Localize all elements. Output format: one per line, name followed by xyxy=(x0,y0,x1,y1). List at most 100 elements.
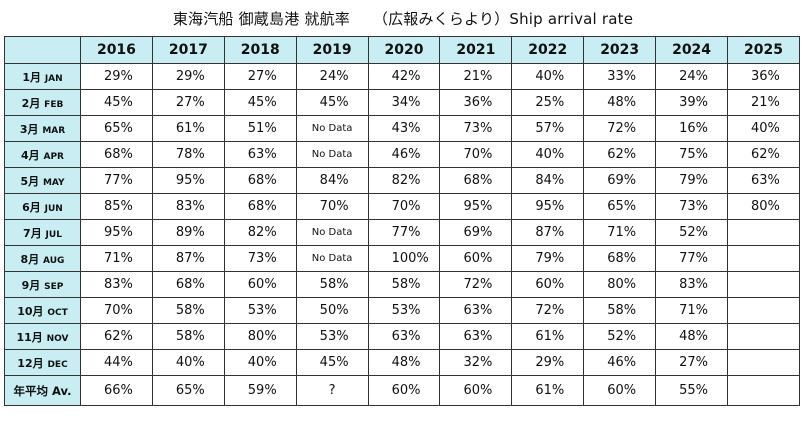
rate-cell: 29% xyxy=(151,63,225,90)
rate-cell: No Data xyxy=(295,219,369,246)
year-header-2017: 2017 xyxy=(151,36,225,64)
rate-cell: 68% xyxy=(151,271,225,298)
rate-cell: 77% xyxy=(80,167,153,194)
month-label: 12月 DEC xyxy=(4,349,81,376)
rate-cell: 85% xyxy=(80,193,153,220)
month-label: 2月 FEB xyxy=(4,89,81,116)
average-cell: 60% xyxy=(367,375,441,406)
average-cell: 60% xyxy=(583,375,657,406)
header-corner-cell xyxy=(4,36,81,64)
year-header-2016: 2016 xyxy=(80,36,153,64)
average-row: 年平均 Av. 66% 65% 59%? 60% 60% 61% 60% 55% xyxy=(4,375,800,406)
table-row: 7月 JUL 95% 89% 82% No Data 77% 69% 87% 71% 52% xyxy=(4,219,800,246)
rate-cell: 80% xyxy=(583,271,657,298)
rate-cell: 72% xyxy=(439,271,513,298)
rate-cell: 70% xyxy=(439,141,513,168)
table-row: 4月 APR 68% 78% 63% No Data 46% 70% 40% 62% 75% 62% xyxy=(4,141,800,168)
rate-cell: 16% xyxy=(655,115,729,142)
rate-cell: 48% xyxy=(655,323,729,350)
year-header-2022: 2022 xyxy=(511,36,585,64)
average-cell: 60% xyxy=(439,375,513,406)
rate-cell: 58% xyxy=(151,297,225,324)
rate-cell: 58% xyxy=(151,323,225,350)
rate-cell: 36% xyxy=(727,63,800,90)
average-cell: 65% xyxy=(151,375,225,406)
rate-cell: 45% xyxy=(223,89,297,116)
rate-cell: 62% xyxy=(727,141,800,168)
rate-cell: 52% xyxy=(583,323,657,350)
rate-cell: No Data xyxy=(295,115,369,142)
rate-cell: 83% xyxy=(80,271,153,298)
month-label-jp: 7月 xyxy=(23,226,42,240)
month-label: 10月 OCT xyxy=(4,297,81,324)
month-label-en: FEB xyxy=(44,99,64,110)
rate-cell: 48% xyxy=(367,349,441,376)
table-row: 10月 OCT 70% 58% 53% 50% 53% 63% 72% 58% 71% xyxy=(4,297,800,324)
table-row: 3月 MAR 65% 61% 51% No Data 43% 73% 57% 72% 16% 40% xyxy=(4,115,800,142)
month-label-en: JAN xyxy=(44,73,63,84)
month-label-en: APR xyxy=(43,151,65,162)
rate-cell: 63% xyxy=(727,167,800,194)
rate-cell: 62% xyxy=(583,141,657,168)
rate-cell: 95% xyxy=(511,193,585,220)
month-label-jp: 6月 xyxy=(22,200,41,214)
table-row: 6月 JUN 85% 83% 68% 70% 70% 95% 95% 65% 73% 80% xyxy=(4,193,800,220)
average-cell xyxy=(727,375,800,406)
month-label-en: MAR xyxy=(42,125,66,136)
rate-cell: 87% xyxy=(151,245,225,272)
rate-cell: 46% xyxy=(367,141,441,168)
rate-cell: 27% xyxy=(655,349,729,376)
rate-cell: 34% xyxy=(367,89,441,116)
rate-cell: 68% xyxy=(80,141,153,168)
table-row: 8月 AUG 71% 87% 73% No Data 100% 60% 79% 68% 77% xyxy=(4,245,800,272)
rate-cell: 83% xyxy=(655,271,729,298)
year-header-2023: 2023 xyxy=(583,36,657,64)
rate-cell: 24% xyxy=(295,63,369,90)
month-label-en: DEC xyxy=(47,359,68,370)
month-label: 4月 APR xyxy=(4,141,81,168)
rate-cell: 62% xyxy=(80,323,153,350)
month-label: 6月 JUN xyxy=(4,193,81,220)
rate-cell xyxy=(727,271,800,298)
rate-cell: 72% xyxy=(583,115,657,142)
rate-cell: 60% xyxy=(439,245,513,272)
rate-cell: 69% xyxy=(583,167,657,194)
month-label-jp: 4月 xyxy=(21,148,40,162)
month-label-jp: 1月 xyxy=(22,70,41,84)
rate-cell: 73% xyxy=(223,245,297,272)
month-label-jp: 2月 xyxy=(21,96,41,110)
month-label-en: JUL xyxy=(45,229,62,240)
average-label: 年平均 Av. xyxy=(4,375,81,406)
rate-cell: 79% xyxy=(511,245,585,272)
rate-cell: 71% xyxy=(583,219,657,246)
month-label: 8月 AUG xyxy=(4,245,81,272)
rate-cell: 80% xyxy=(223,323,297,350)
rate-cell: 95% xyxy=(439,193,513,220)
average-cell: 55% xyxy=(655,375,729,406)
rate-cell xyxy=(727,297,800,324)
rate-cell: 52% xyxy=(655,219,729,246)
rate-cell: 25% xyxy=(511,89,585,116)
year-header-2021: 2021 xyxy=(439,36,513,64)
rate-cell: 45% xyxy=(295,89,369,116)
rate-cell: 63% xyxy=(439,297,513,324)
rate-cell: 53% xyxy=(367,297,441,324)
table-row: 11月 NOV 62% 58% 80% 53% 63% 63% 61% 52% 48% xyxy=(4,323,800,350)
rate-cell: 72% xyxy=(511,297,585,324)
rate-cell: 75% xyxy=(655,141,729,168)
month-label: 3月 MAR xyxy=(4,115,81,142)
table-row: 5月 MAY 77% 95% 68% 84% 82% 68% 84% 69% 79% 63% xyxy=(4,167,800,194)
rate-cell: 36% xyxy=(439,89,513,116)
rate-cell: 27% xyxy=(223,63,297,90)
year-header-2019: 2019 xyxy=(295,36,369,64)
rate-cell: 77% xyxy=(367,219,441,246)
average-cell: 61% xyxy=(511,375,585,406)
rate-cell: 95% xyxy=(151,167,225,194)
rate-cell: 58% xyxy=(367,271,441,298)
rate-cell: 70% xyxy=(295,193,369,220)
month-label-en: JUN xyxy=(44,203,63,214)
year-header-2025: 2025 xyxy=(727,36,800,64)
month-label-en: SEP xyxy=(44,281,64,292)
month-label-jp: 10月 xyxy=(17,304,44,318)
rate-cell xyxy=(727,323,800,350)
